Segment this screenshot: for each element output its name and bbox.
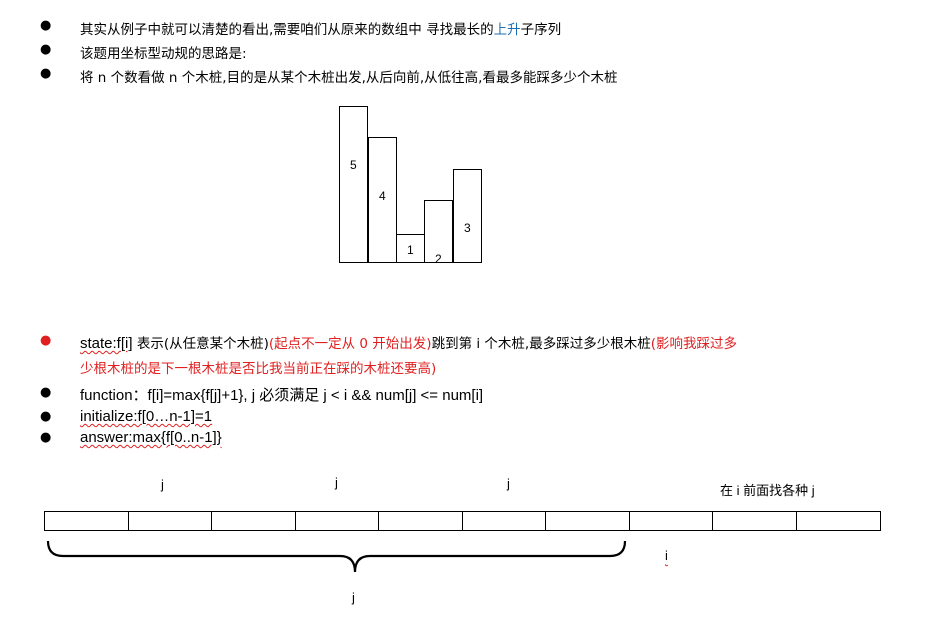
brace-path xyxy=(46,540,627,573)
bullet-text-1-pre: 其实从例子中就可以清楚的看出,需要咱们从原来的数组中 寻找最长的 xyxy=(80,22,494,38)
array-cell xyxy=(379,512,463,530)
array-cell xyxy=(713,512,797,530)
stake-label: 4 xyxy=(379,189,386,203)
array-cell xyxy=(546,512,630,530)
bullet-text-1-highlight: 上升 xyxy=(493,22,521,38)
state-desc1: 表示(从任意某个木桩) xyxy=(132,336,269,352)
bullet-dot: ● xyxy=(40,409,52,424)
initialize-text: initialize:f[0…n-1]=1 xyxy=(80,408,213,425)
bullet-text-2: 该题用坐标型动规的思路是: xyxy=(80,46,247,62)
function-text: function：f[i]=max{f[j]+1}, j 必须满足 j < i … xyxy=(80,387,484,404)
array-cell xyxy=(129,512,212,530)
stake-bar xyxy=(368,137,397,263)
array-cell xyxy=(797,512,881,530)
stake-label: 2 xyxy=(435,252,442,266)
bullet-dot: ● xyxy=(40,430,52,445)
stake-label: 3 xyxy=(464,220,471,235)
bullet-dot: ● xyxy=(40,333,52,348)
stake-label: 5 xyxy=(350,157,357,172)
stake-bar xyxy=(339,105,368,263)
bullet-dot: ● xyxy=(40,18,52,33)
answer-text: answer:max{f[0..n-1]} xyxy=(80,429,222,446)
array-cell xyxy=(45,512,129,530)
state-red1: (起点不一定从 0 开始出发) xyxy=(268,336,432,352)
state-red3: 少根木桩的是下一根木桩是否比我当前正在踩的木桩还要高) xyxy=(80,361,437,377)
state-text: state:f[i] 表示(从任意某个木桩)(起点不一定从 0 开始出发)跳到第… xyxy=(80,332,737,352)
state-desc2: 跳到第 i 个木桩,最多踩过多少根木桩 xyxy=(431,336,651,352)
state-red2: (影响我踩过多 xyxy=(650,336,737,352)
j-label-3: j xyxy=(507,476,510,491)
i-label: i xyxy=(665,548,668,563)
bullet-text-1-post: 子序列 xyxy=(520,22,562,38)
stake-bar xyxy=(396,234,425,263)
j-label-2: j xyxy=(335,475,338,490)
state-label: state:f[i] xyxy=(80,335,133,352)
bullet-dot: ● xyxy=(40,42,52,57)
brace-label: j xyxy=(352,590,355,605)
array-cell xyxy=(463,512,546,530)
j-label-1: j xyxy=(161,477,164,492)
array-cells xyxy=(44,511,881,531)
array-cell xyxy=(296,512,379,530)
i-hint: 在 i 前面找各种 j xyxy=(720,483,815,498)
stake-bar xyxy=(453,168,482,263)
stake-bar xyxy=(424,200,453,263)
bullet-text-3: 将 n 个数看做 n 个木桩,目的是从某个木桩出发,从后向前,从低往高,看最多能… xyxy=(80,70,618,86)
bullet-dot: ● xyxy=(40,385,52,400)
array-cell xyxy=(630,512,713,530)
bullet-dot: ● xyxy=(40,66,52,81)
array-cell xyxy=(212,512,296,530)
bullet-text-1: 其实从例子中就可以清楚的看出,需要咱们从原来的数组中 寻找最长的上升子序列 xyxy=(80,18,561,38)
stake-label: 1 xyxy=(407,243,414,257)
